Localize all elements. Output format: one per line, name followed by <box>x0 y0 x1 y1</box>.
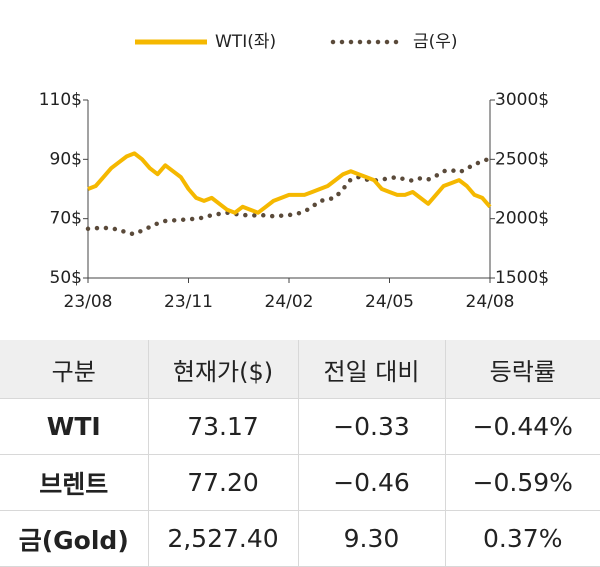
price-table: 구분 현재가($) 전일 대비 등락률 WTI 73.17 −0.33 −0.44% 브렌트 7… <box>0 340 600 567</box>
table-cell: −0.46 <box>297 454 445 511</box>
table-cell: 9.30 <box>297 510 445 567</box>
y-tick-label: 90$ <box>50 149 82 169</box>
header-cell: 전일 대비 <box>297 340 445 399</box>
table-cell: 77.20 <box>147 454 298 511</box>
y2-tick-label: 2500$ <box>495 149 549 169</box>
row-label: 금(Gold) <box>0 510 148 567</box>
y-tick-label: 50$ <box>50 268 82 288</box>
table-cell: 73.17 <box>147 398 298 455</box>
table-cell: −0.59% <box>444 454 600 511</box>
table-cell: −0.33 <box>297 398 445 455</box>
header-cell: 현재가($) <box>147 340 298 399</box>
y-tick-label: 110$ <box>39 90 82 110</box>
table-cell: 0.37% <box>444 510 600 567</box>
y2-tick-label: 3000$ <box>495 90 549 110</box>
x-tick-label: 23/11 <box>164 292 213 312</box>
legend-label: 금(우) <box>413 32 458 52</box>
x-tick-label: 24/08 <box>466 292 515 312</box>
legend-label: WTI(좌) <box>215 32 276 52</box>
x-tick-label: 23/08 <box>64 292 113 312</box>
table-cell: −0.44% <box>444 398 600 455</box>
series-line <box>85 155 493 237</box>
header-cell: 구분 <box>0 340 148 399</box>
row-label: 브렌트 <box>0 454 148 511</box>
chart: 50$ 70$ 90$ 110$ 1500$ 2000$ 2500$ 3000$ 23/08 23… <box>39 32 549 312</box>
table-cell: 2,527.40 <box>147 510 298 567</box>
row-label: WTI <box>0 398 148 455</box>
table-body: WTI 73.17 −0.33 −0.44% 브렌트 77.20 −0.46 −0.59% 금(… <box>0 398 600 567</box>
header-cell: 등락률 <box>444 340 600 399</box>
header-row: 구분 현재가($) 전일 대비 등락률 <box>0 340 600 399</box>
x-tick-label: 24/05 <box>365 292 414 312</box>
y2-tick-label: 1500$ <box>495 268 549 288</box>
y-tick-label: 70$ <box>50 209 82 229</box>
table-row: WTI 73.17 −0.33 −0.44% <box>0 398 600 455</box>
x-tick-label: 24/02 <box>265 292 314 312</box>
series-line <box>87 151 492 215</box>
y2-tick-label: 2000$ <box>495 209 549 229</box>
table-row: 금(Gold) 2,527.40 9.30 0.37% <box>0 510 600 567</box>
table-row: 브렌트 77.20 −0.46 −0.59% <box>0 454 600 511</box>
